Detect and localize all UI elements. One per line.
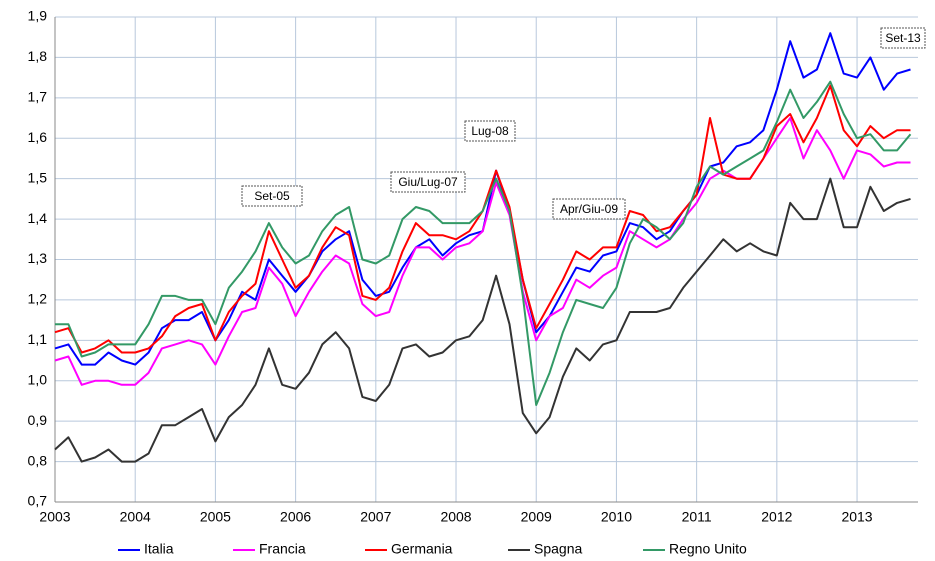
y-tick-label: 1,9 [28, 8, 48, 24]
annotation: Giu/Lug-07 [390, 171, 466, 193]
series-line [54, 117, 911, 386]
y-tick-label: 1,3 [28, 250, 48, 266]
y-tick-label: 0,8 [28, 452, 48, 468]
legend-label: Italia [144, 541, 174, 557]
x-tick-label: 2008 [440, 509, 471, 525]
annotation-text: Apr/Giu-09 [560, 202, 618, 216]
series-line [54, 177, 911, 463]
annotation: Apr/Giu-09 [552, 198, 626, 220]
x-tick-label: 2005 [200, 509, 231, 525]
legend-label: Francia [259, 541, 306, 557]
annotation-box [464, 120, 516, 142]
x-tick-label: 2003 [39, 509, 70, 525]
annotation-text: Lug-08 [471, 124, 509, 138]
y-tick-label: 1,8 [28, 48, 48, 64]
annotation-text: Set-13 [885, 31, 921, 45]
x-tick-label: 2009 [521, 509, 552, 525]
x-tick-label: 2004 [120, 509, 151, 525]
legend-label: Regno Unito [669, 541, 747, 557]
annotation-box [390, 171, 466, 193]
annotation: Set-05 [241, 185, 303, 207]
x-tick-label: 2010 [601, 509, 632, 525]
annotation-box [552, 198, 626, 220]
annotation: Lug-08 [464, 120, 516, 142]
x-tick-label: 2007 [360, 509, 391, 525]
annotation-text: Set-05 [254, 189, 290, 203]
y-tick-label: 1,2 [28, 291, 48, 307]
x-tick-label: 2013 [841, 509, 872, 525]
y-tick-label: 1,1 [28, 331, 48, 347]
y-tick-label: 1,7 [28, 89, 48, 105]
y-tick-label: 1,5 [28, 169, 48, 185]
y-tick-label: 0,7 [28, 493, 48, 509]
annotation: Set-13 [880, 27, 926, 49]
legend-label: Spagna [534, 541, 582, 557]
y-tick-label: 1,6 [28, 129, 48, 145]
y-tick-label: 1,0 [28, 371, 48, 387]
x-tick-label: 2011 [682, 509, 712, 525]
y-tick-label: 1,4 [28, 210, 48, 226]
x-tick-label: 2006 [280, 509, 311, 525]
y-tick-label: 0,9 [28, 412, 48, 428]
annotation-text: Giu/Lug-07 [398, 175, 458, 189]
x-tick-label: 2012 [761, 509, 792, 525]
series-line [55, 80, 912, 406]
series-line [54, 32, 911, 366]
legend-label: Germania [391, 541, 453, 557]
annotation-box [880, 27, 926, 49]
annotation-box [241, 185, 303, 207]
